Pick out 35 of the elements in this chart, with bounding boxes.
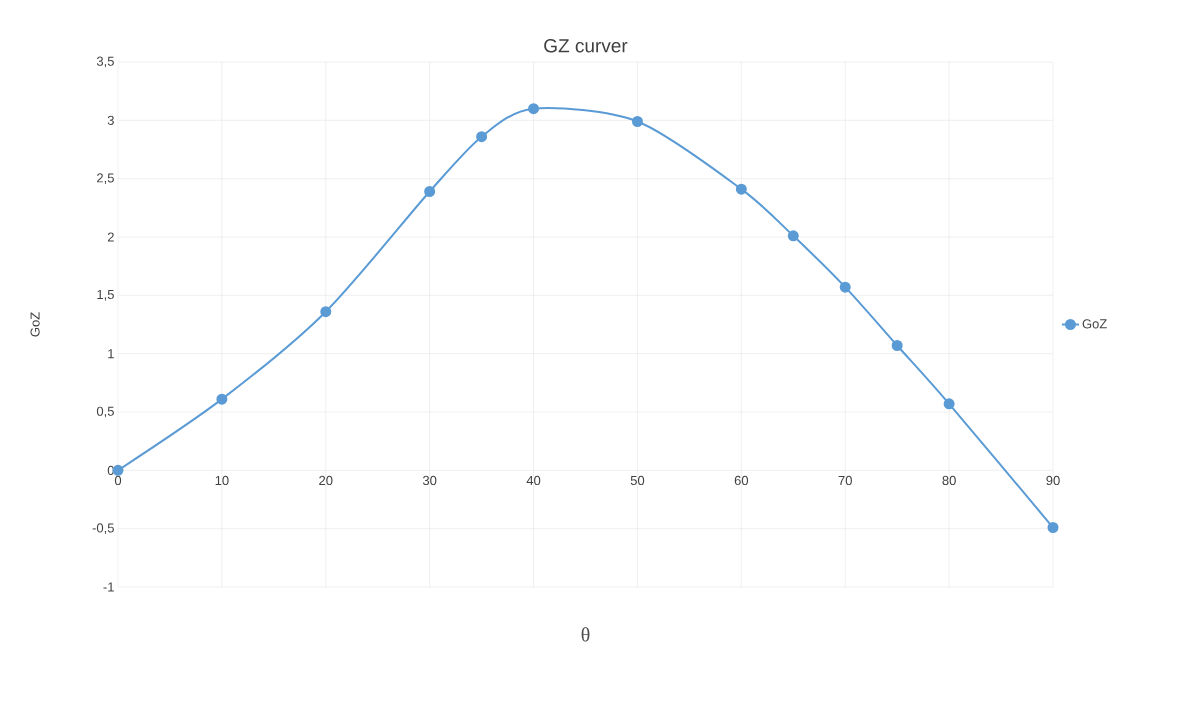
point [476, 131, 488, 143]
point [1047, 522, 1059, 533]
x-tick-label: 80 [942, 475, 956, 486]
x-axis-title: θ [581, 627, 590, 642]
point [216, 393, 228, 405]
x-tick-label: 10 [215, 475, 229, 486]
legend-label: GoZ [1082, 319, 1107, 329]
point [891, 340, 903, 351]
y-tick-label: 2,5 [97, 173, 114, 185]
y-axis-title: GoZ [30, 312, 40, 337]
point [943, 398, 955, 410]
y-tick-label: 1,5 [97, 290, 114, 301]
x-tick-label: 70 [838, 475, 852, 486]
x-tick-label: 90 [1046, 475, 1060, 486]
point [424, 186, 436, 197]
y-tick-label: 3 [107, 115, 114, 125]
y-tick-label: -1 [103, 582, 114, 592]
point [528, 103, 540, 115]
point [735, 183, 747, 195]
x-tick-label: 30 [422, 475, 437, 486]
x-tick-label: 60 [734, 475, 749, 486]
point [320, 306, 332, 318]
point [839, 281, 851, 293]
y-tick-label: 2 [107, 232, 114, 242]
point [787, 230, 799, 242]
y-tick-label: 3,5 [96, 56, 114, 68]
y-tick-label: 1 [108, 349, 114, 359]
y-tick-label: 0,5 [96, 406, 114, 418]
x-tick-label: 0 [114, 475, 122, 486]
point [631, 116, 643, 127]
x-tick-label: 50 [630, 475, 645, 486]
chart-title: GZ curver [544, 39, 628, 53]
y-tick-label: -0,5 [92, 523, 114, 535]
x-tick-label: 20 [319, 475, 333, 486]
x-tick-label: 40 [526, 475, 541, 486]
